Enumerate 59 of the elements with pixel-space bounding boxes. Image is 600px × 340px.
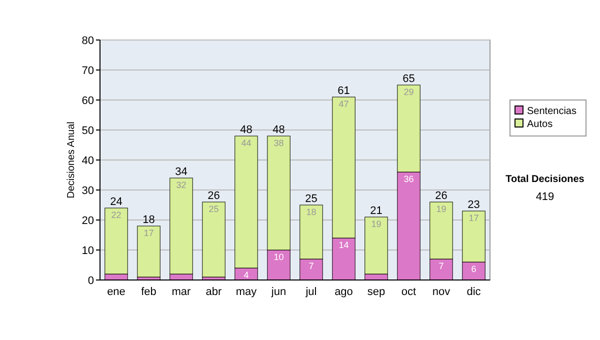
data-label: 10 (274, 252, 284, 262)
x-tick-label: sep (367, 286, 386, 298)
total-label: 65 (402, 73, 415, 85)
data-label: 19 (371, 219, 382, 229)
text: Total Decisiones (506, 174, 585, 185)
y-tick-label: 70 (82, 65, 94, 77)
legend-label: Sentencias (527, 106, 576, 117)
data-label: 47 (338, 99, 349, 109)
y-tick-label: 60 (82, 95, 94, 107)
total-label: 34 (175, 166, 188, 178)
bar (137, 226, 160, 278)
total-label: 18 (142, 214, 155, 226)
y-tick-label: 20 (82, 215, 94, 227)
total-label: 61 (338, 85, 350, 97)
data-label: 6 (471, 264, 476, 274)
x-tick-label: feb (141, 286, 156, 298)
data-label: 29 (404, 87, 414, 97)
data-label: 44 (241, 138, 252, 148)
data-label: 38 (274, 138, 284, 148)
total-label: 48 (240, 124, 252, 136)
y-tick-label: 30 (82, 185, 94, 197)
x-tick-label: ago (334, 286, 353, 298)
data-label: 14 (338, 240, 349, 250)
total-label: 23 (468, 199, 480, 211)
bar (202, 202, 226, 278)
total-label: 21 (370, 205, 382, 217)
y-tick-label: 10 (82, 245, 94, 257)
x-tick-label: ene (107, 286, 126, 298)
data-label: 32 (176, 180, 186, 190)
total-label: 24 (110, 196, 122, 208)
total-label: 25 (305, 193, 318, 205)
data-label: 7 (438, 261, 444, 271)
x-tick-label: abr (206, 286, 222, 298)
x-tick-label: dic (466, 286, 482, 298)
data-label: 4 (244, 270, 249, 280)
total-label: 26 (435, 190, 448, 202)
x-tick-label: mar (172, 286, 192, 298)
data-label: 18 (306, 207, 316, 217)
x-tick-label: may (236, 286, 258, 298)
x-tick-label: oct (401, 286, 416, 298)
text: 419 (536, 191, 554, 203)
y-tick-label: 0 (88, 275, 94, 287)
total-label: 48 (272, 124, 285, 136)
data-label: 19 (436, 204, 446, 214)
legend-label: Autos (527, 119, 553, 130)
x-tick-label: jun (270, 286, 286, 298)
y-tick-label: 40 (82, 155, 94, 167)
data-label: 17 (144, 228, 154, 238)
data-label: 36 (404, 174, 414, 184)
y-axis-title: Decisiones Anual (66, 122, 77, 198)
data-label: 7 (308, 261, 314, 271)
y-tick-label: 50 (82, 125, 94, 137)
x-tick-label: nov (432, 286, 451, 298)
data-label: 22 (111, 210, 122, 220)
data-label: 25 (208, 204, 219, 214)
y-tick-label: 80 (82, 35, 94, 47)
total-label: 26 (208, 190, 220, 202)
data-label: 17 (468, 213, 479, 223)
x-tick-label: jul (304, 286, 317, 298)
